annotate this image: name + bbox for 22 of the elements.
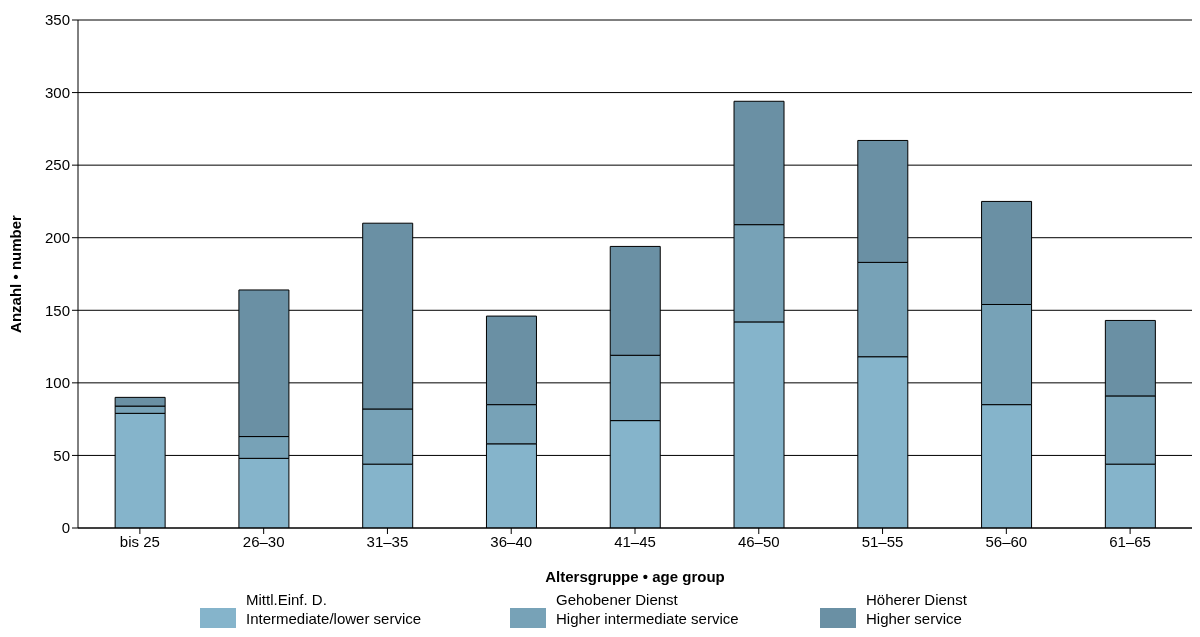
legend-label: Höherer Dienst Higher service bbox=[866, 590, 967, 628]
y-tick-label: 200 bbox=[44, 229, 70, 247]
legend-label: Gehobener Dienst Higher intermediate service bbox=[556, 590, 739, 628]
y-tick-label: 50 bbox=[53, 446, 70, 464]
y-tick-label: 300 bbox=[44, 83, 70, 101]
x-tick-label: 61–65 bbox=[1109, 532, 1151, 550]
y-axis-title: Anzahl • number bbox=[7, 214, 25, 333]
y-tick-label: 150 bbox=[44, 301, 70, 319]
x-tick-label: 36–40 bbox=[490, 532, 533, 550]
x-tick-label: 51–55 bbox=[861, 532, 904, 550]
x-axis-title: Altersgruppe • age group bbox=[545, 568, 725, 585]
x-tick-label: 46–50 bbox=[737, 532, 780, 550]
y-tick-label: 250 bbox=[44, 156, 70, 174]
x-tick-label: 41–45 bbox=[614, 532, 656, 550]
y-tick-label: 0 bbox=[61, 519, 70, 537]
x-tick-label: 56–60 bbox=[985, 532, 1028, 550]
y-tick-label: 100 bbox=[44, 374, 70, 392]
x-tick-label: 26–30 bbox=[242, 532, 285, 550]
x-tick-label: 31–35 bbox=[366, 532, 409, 550]
y-tick-label: 350 bbox=[44, 11, 70, 29]
x-tick-label: bis 25 bbox=[119, 532, 160, 550]
legend-label: Mittl.Einf. D. Intermediate/lower service bbox=[246, 590, 422, 628]
